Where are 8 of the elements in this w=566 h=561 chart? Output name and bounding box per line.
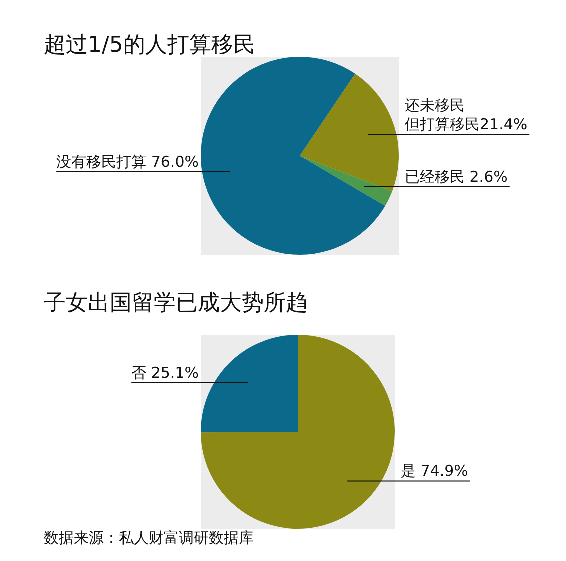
chart-title: 超过1/5的人打算移民 <box>44 32 256 60</box>
slice-label: 是 74.9% <box>401 462 468 480</box>
slice-label: 已经移民 2.6% <box>405 168 508 186</box>
slice-label: 还未移民但打算移民21.4% <box>405 96 528 134</box>
source-note: 数据来源：私人财富调研数据库 <box>44 529 254 547</box>
slice-label: 没有移民打算 76.0% <box>56 152 199 171</box>
slice-label: 否 25.1% <box>132 364 199 382</box>
chart-title: 子女出国留学已成大势所趋 <box>44 290 308 318</box>
